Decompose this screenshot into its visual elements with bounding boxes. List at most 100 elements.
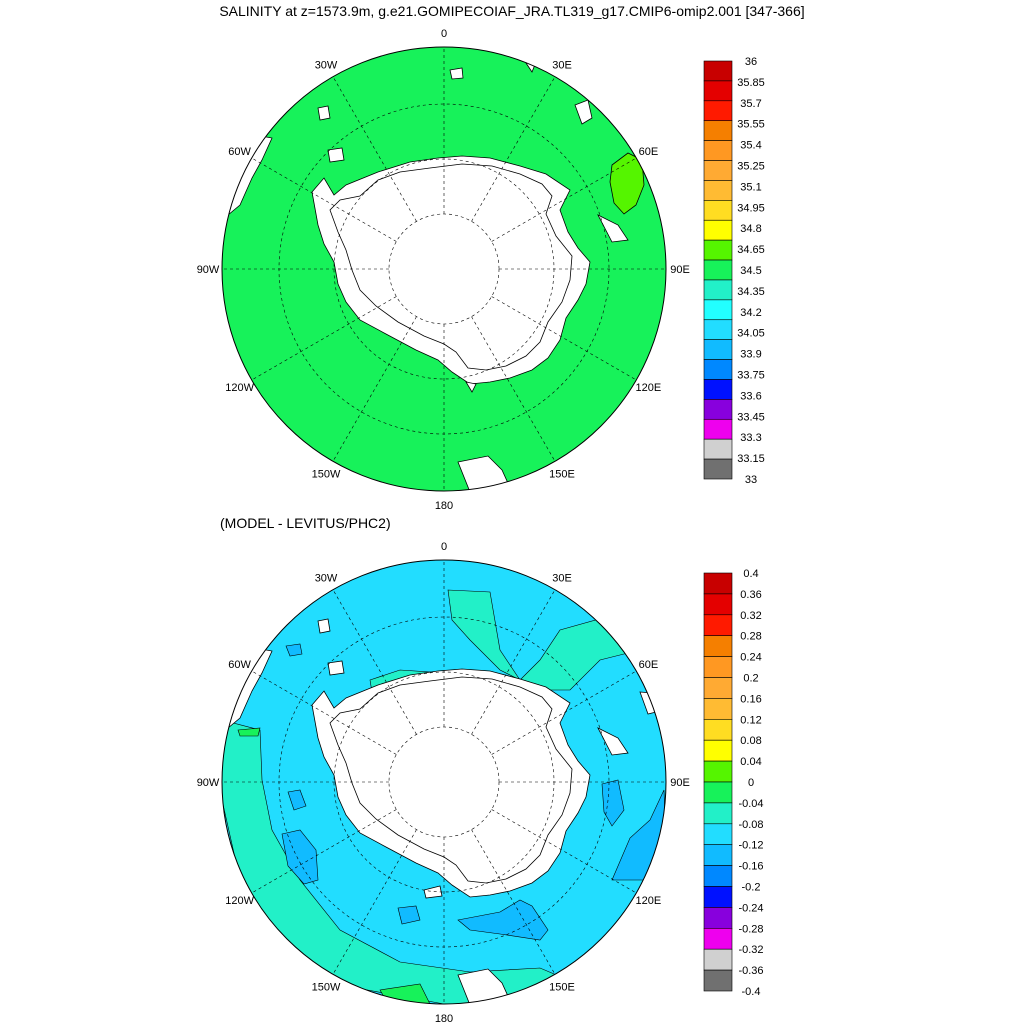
- salinity-island: [449, 67, 464, 80]
- difference-colorbar-label: 0.4: [743, 568, 758, 580]
- difference-island: [317, 618, 331, 634]
- difference-map-title: (MODEL - LEVITUS/PHC2): [220, 515, 391, 531]
- salinity-longitude-label: 90E: [670, 264, 690, 276]
- salinity-longitude-label: 30W: [315, 60, 338, 72]
- salinity-island: [457, 455, 513, 491]
- salinity-colorbar-label: 34.2: [740, 307, 761, 319]
- difference-colorbar-swatch: [703, 698, 733, 720]
- salinity-colorbar-swatch: [703, 120, 733, 141]
- difference-longitude-label: 90W: [197, 777, 220, 789]
- difference-longitude-labels: 0 30E 60E 90E 120E 150E 180 150W 120W 90W 60W 30W: [197, 541, 690, 1024]
- salinity-colorbar-label: 35.4: [740, 140, 761, 152]
- difference-colorbar-label: -0.24: [738, 902, 763, 914]
- difference-colorbar-swatch: [703, 948, 733, 971]
- difference-colorbar-label: 0.28: [740, 631, 761, 643]
- difference-colorbar-swatch: [703, 927, 733, 950]
- salinity-colorbar-label: 33.9: [740, 349, 761, 361]
- difference-meridian-line: [471, 589, 556, 735]
- difference-colorbar-label: 0.24: [740, 652, 761, 664]
- salinity-longitude-label: 120W: [225, 382, 254, 394]
- difference-colorbar-label: -0.28: [738, 923, 763, 935]
- salinity-colorbar-label: 34.5: [740, 265, 761, 277]
- salinity-colorbar-swatch: [703, 80, 733, 102]
- difference-colorbar-swatch: [703, 572, 733, 595]
- salinity-colorbar-swatch: [703, 418, 733, 440]
- difference-colorbar-swatch: [703, 677, 733, 699]
- salinity-longitude-label: 180: [435, 500, 453, 512]
- salinity-polar-map: 0 30E 60E 90E 120E 150E 180 150W 120W 90W 60W 30W: [197, 28, 690, 512]
- salinity-colorbar-swatch: [703, 359, 733, 380]
- difference-island: [457, 968, 513, 1004]
- salinity-colorbar-swatch: [703, 299, 733, 321]
- difference-colorbar-label: -0.04: [738, 798, 763, 810]
- difference-contour-band: [601, 779, 625, 827]
- salinity-colorbar-swatch: [703, 239, 733, 261]
- difference-contour-band: [281, 829, 319, 885]
- salinity-australia-land: [597, 214, 629, 243]
- difference-colorbar-label: 0.16: [740, 693, 761, 705]
- salinity-longitude-label: 150E: [549, 468, 575, 480]
- difference-meridian-line: [251, 670, 397, 755]
- salinity-colorbar-swatch: [703, 279, 733, 301]
- difference-colorbar-label: -0.2: [742, 882, 761, 894]
- difference-longitude-label: 60W: [228, 659, 251, 671]
- difference-colorbar-label: -0.32: [738, 944, 763, 956]
- salinity-meridian-line: [251, 157, 397, 242]
- difference-meridian-line: [491, 670, 637, 755]
- difference-contour-band: [287, 789, 307, 811]
- salinity-meridian-line: [471, 76, 556, 222]
- difference-island: [327, 660, 345, 676]
- salinity-island: [327, 147, 345, 163]
- salinity-island: [465, 381, 477, 393]
- difference-colorbar-swatch: [703, 802, 733, 825]
- salinity-longitude-label: 60E: [639, 146, 659, 158]
- difference-colorbar-label: -0.4: [742, 986, 761, 998]
- salinity-colorbar-label: 34.8: [740, 223, 761, 235]
- salinity-meridians: [222, 47, 666, 491]
- difference-colorbar-swatch: [703, 886, 733, 908]
- difference-antarctica-land: [311, 668, 591, 898]
- salinity-colorbar-label: 34.35: [737, 286, 765, 298]
- difference-australia-land: [597, 727, 629, 756]
- difference-map-border: [221, 559, 667, 1005]
- salinity-map-border: [221, 46, 667, 492]
- salinity-colorbar-swatch: [703, 160, 733, 181]
- salinity-colorbar-label: 33.6: [740, 390, 761, 402]
- salinity-meridian-line: [251, 296, 397, 381]
- difference-contour-band: [237, 727, 261, 737]
- difference-longitude-label: 150E: [549, 981, 575, 993]
- salinity-colorbar-swatch: [703, 259, 733, 281]
- difference-colorbar-swatch: [703, 614, 733, 636]
- difference-longitude-label: 30E: [552, 573, 572, 585]
- difference-colorbar-label: 0: [748, 777, 754, 789]
- salinity-colorbar-swatch: [703, 180, 733, 201]
- main-title: SALINITY at z=1573.9m, g.e21.GOMIPECOIAF…: [219, 3, 805, 19]
- difference-colorbar-swatch: [703, 739, 733, 762]
- difference-colorbar-swatch: [703, 593, 733, 616]
- salinity-colorbar-label: 35.7: [740, 98, 761, 110]
- salinity-colorbar: 36 35.85 35.7 35.55 35.4 35.25 35.1 34.95 34.8 34…: [703, 56, 765, 486]
- salinity-antarctica-land: [311, 155, 591, 385]
- difference-colorbar-label: 0.36: [740, 589, 761, 601]
- difference-longitude-label: 150W: [312, 981, 341, 993]
- difference-coastline: [329, 676, 573, 884]
- salinity-colorbar-swatch: [703, 60, 733, 82]
- salinity-colorbar-label: 35.25: [737, 161, 765, 173]
- salinity-colorbar-label: 34.95: [737, 202, 765, 214]
- salinity-meridian-line: [332, 316, 417, 462]
- difference-colorbar-swatch: [703, 844, 733, 866]
- difference-colorbar-label: 0.08: [740, 735, 761, 747]
- difference-contour-band: [457, 899, 549, 941]
- difference-colorbar-label: 0.04: [740, 756, 761, 768]
- salinity-colorbar-swatch: [703, 100, 733, 122]
- salinity-colorbar-swatch: [703, 319, 733, 340]
- salinity-colorbar-label: 35.85: [737, 77, 765, 89]
- salinity-colorbar-swatch: [703, 219, 733, 241]
- difference-polar-map: 0 30E 60E 90E 120E 150E 180 150W 120W 90W 60W 30W: [197, 541, 690, 1024]
- salinity-longitude-label: 120E: [636, 382, 662, 394]
- difference-colorbar-swatch: [703, 969, 733, 992]
- difference-colorbar-label: 0.2: [743, 673, 758, 685]
- salinity-colorbar-label: 35.1: [740, 181, 761, 193]
- salinity-colorbar-label: 36: [745, 56, 757, 68]
